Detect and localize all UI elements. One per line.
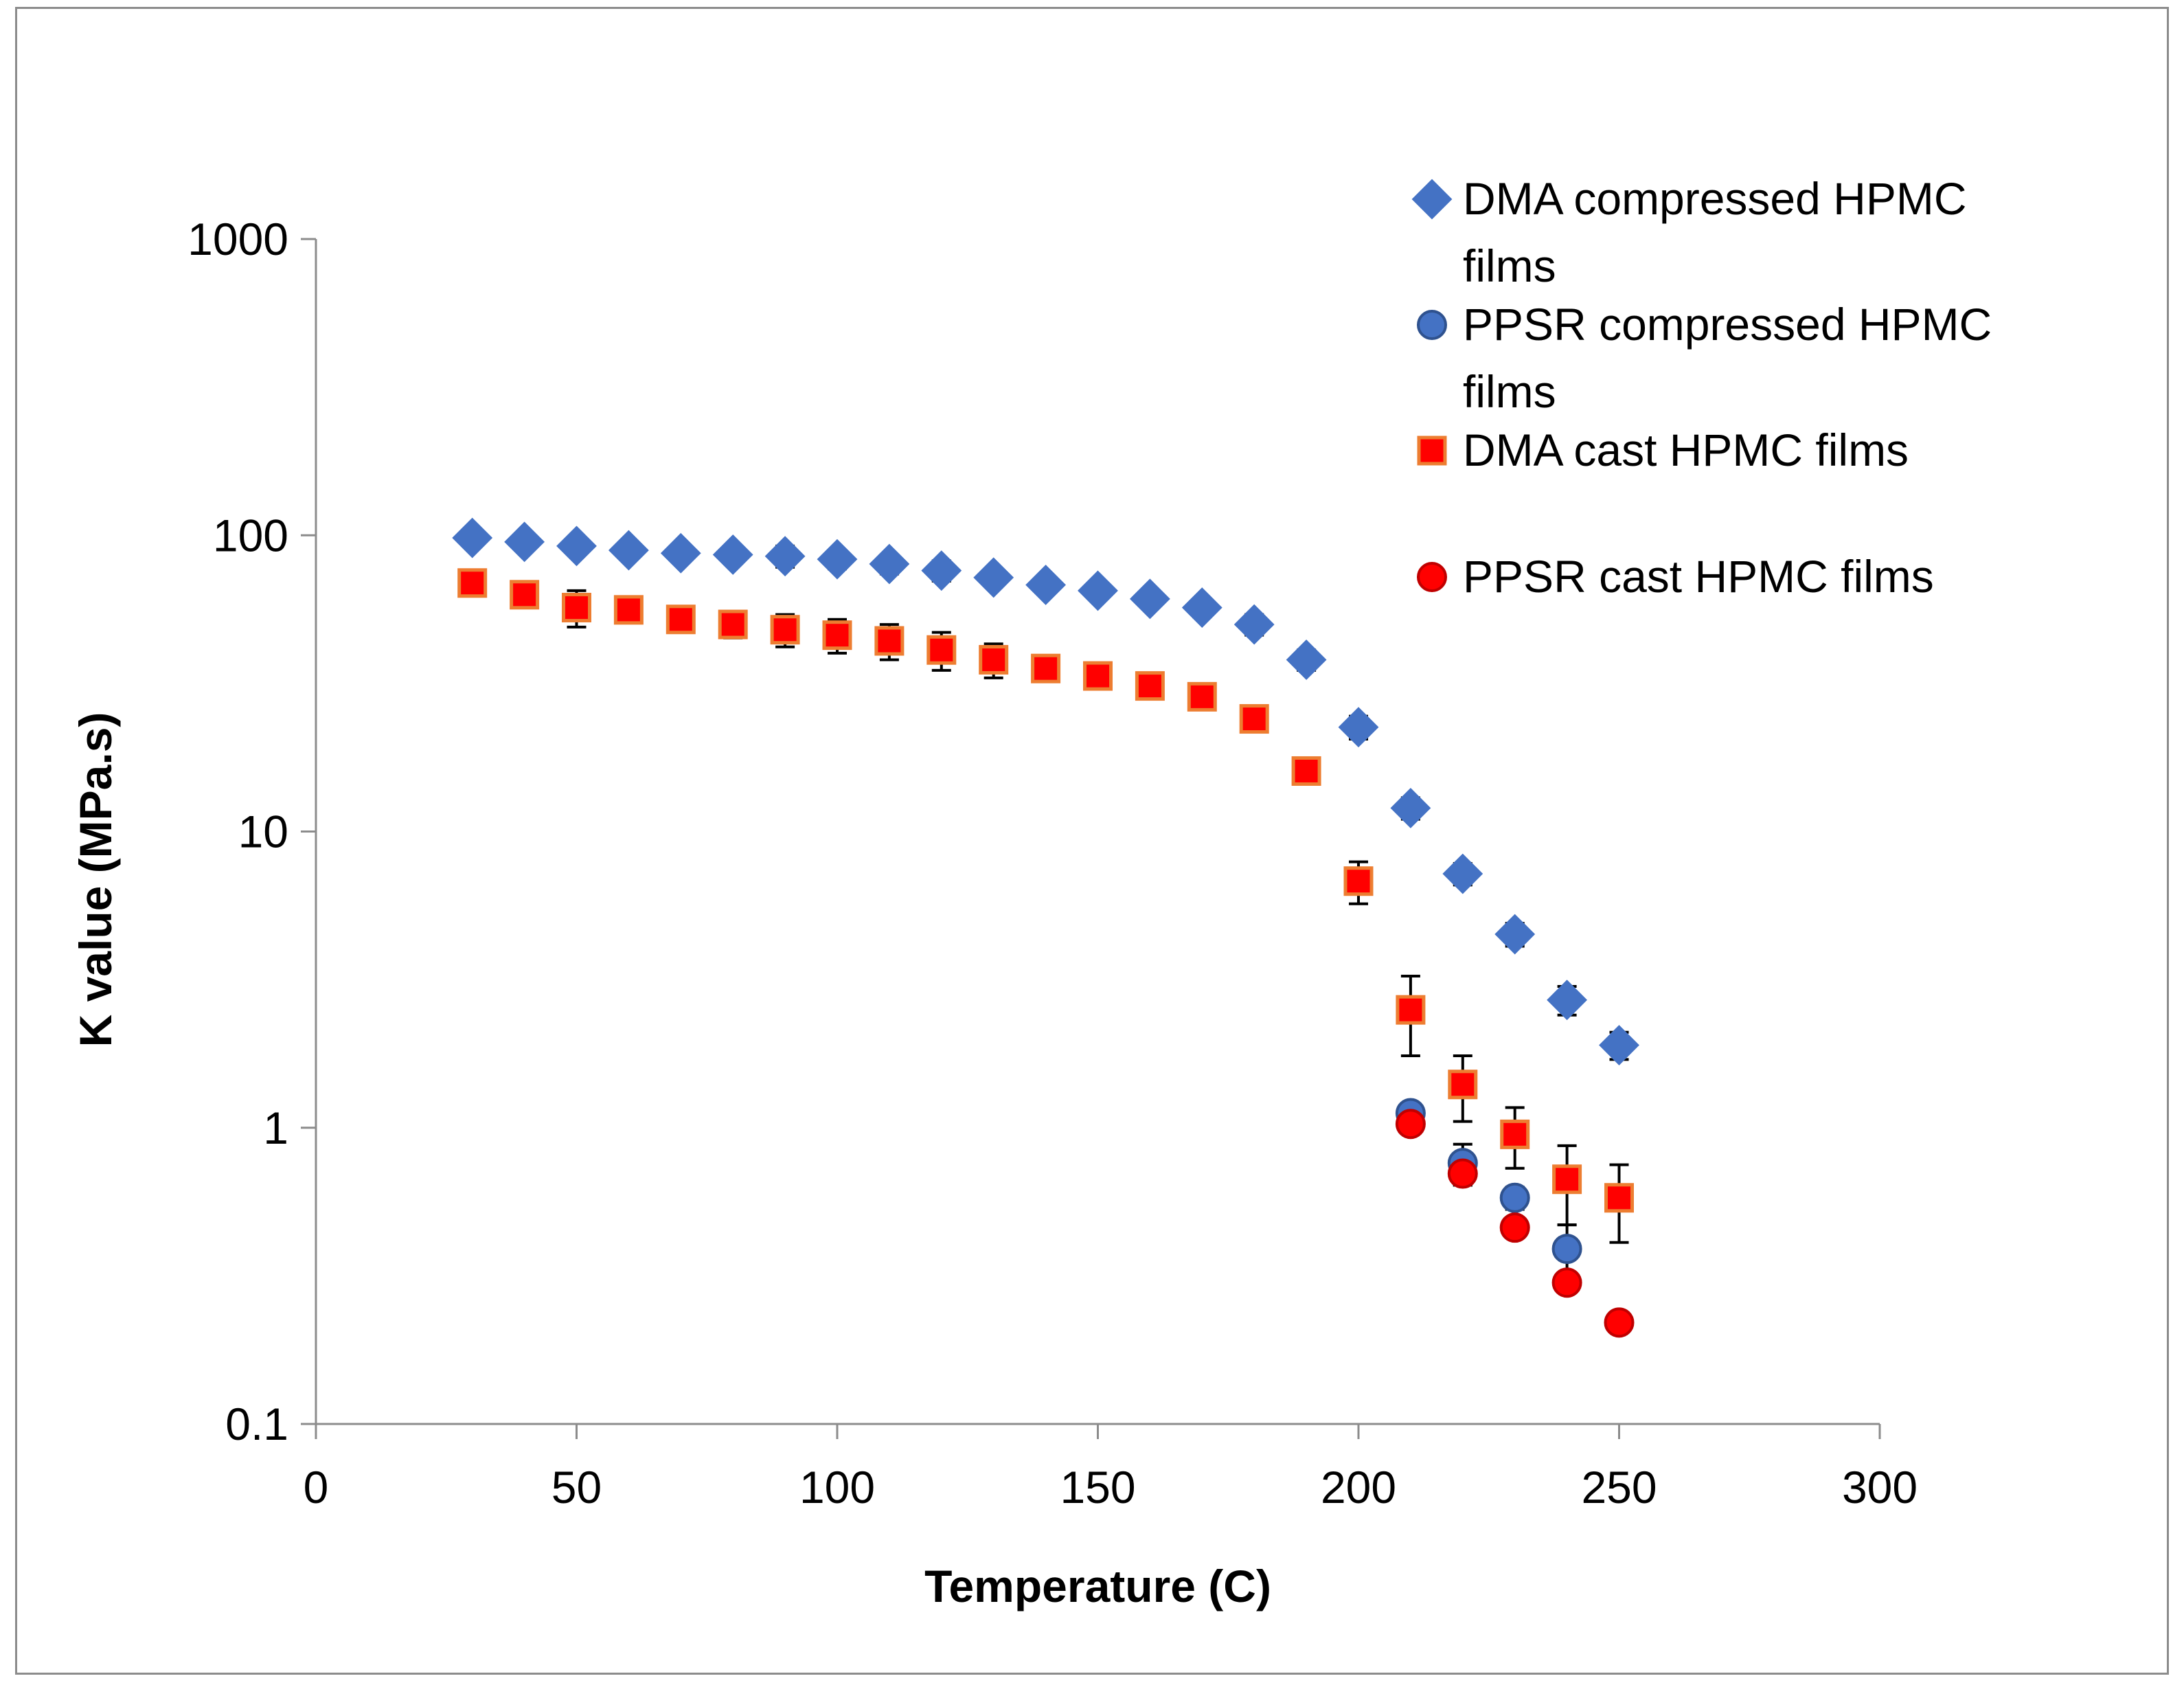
data-point-dma-cast-hpmc-films (666, 604, 696, 635)
data-point-dma-cast-hpmc-films (613, 595, 644, 625)
data-point-dma-cast-hpmc-films (770, 615, 800, 645)
data-point-dma-cast-hpmc-films (1291, 756, 1321, 786)
data-point-dma-compressed-hpmc-films (973, 557, 1014, 598)
legend-item-dma-compressed-hpmc-films: DMA compressed HPMC films (1411, 173, 1967, 291)
data-point-ppsr-cast-hpmc-films (1395, 1109, 1426, 1140)
legend-label: DMA cast HPMC films (1463, 425, 1909, 475)
chart-frame (15, 7, 2169, 1675)
data-point-dma-cast-hpmc-films (1135, 671, 1165, 701)
data-point-dma-compressed-hpmc-films (764, 536, 806, 577)
data-point-dma-cast-hpmc-films (1031, 653, 1061, 683)
data-point-dma-cast-hpmc-films (926, 635, 957, 665)
data-point-dma-compressed-hpmc-films (608, 530, 649, 571)
legend-marker (1417, 310, 1447, 340)
data-point-dma-compressed-hpmc-films (712, 534, 753, 575)
data-point-dma-compressed-hpmc-films (556, 525, 597, 567)
data-point-dma-compressed-hpmc-films (1390, 787, 1431, 828)
data-markers (452, 517, 1639, 1338)
x-tick-label: 50 (551, 1462, 602, 1513)
data-point-dma-compressed-hpmc-films (1233, 604, 1275, 645)
data-point-dma-compressed-hpmc-films (1025, 565, 1067, 605)
legend-label: films (1463, 240, 1556, 291)
x-tick-label: 200 (1321, 1462, 1396, 1513)
data-point-dma-cast-hpmc-films (1187, 681, 1217, 712)
legend-label: films (1463, 366, 1556, 417)
data-point-dma-compressed-hpmc-films (660, 532, 701, 574)
legend-label: PPSR cast HPMC films (1463, 551, 1934, 602)
legend-marker (1417, 436, 1447, 466)
data-point-dma-cast-hpmc-films (457, 568, 488, 598)
data-point-dma-compressed-hpmc-films (869, 543, 910, 585)
data-point-dma-cast-hpmc-films (874, 626, 905, 656)
data-point-dma-compressed-hpmc-films (1286, 640, 1327, 680)
data-point-ppsr-cast-hpmc-films (1551, 1267, 1582, 1298)
data-point-dma-compressed-hpmc-films (817, 539, 858, 580)
data-point-dma-cast-hpmc-films (979, 644, 1009, 675)
legend-marker (1411, 179, 1453, 220)
data-point-dma-cast-hpmc-films (1343, 866, 1374, 896)
data-point-dma-cast-hpmc-films (1239, 704, 1269, 734)
y-tick-label: 0.1 (225, 1399, 288, 1449)
data-point-ppsr-cast-hpmc-films (1604, 1307, 1635, 1338)
data-point-ppsr-cast-hpmc-films (1499, 1212, 1530, 1243)
data-point-dma-cast-hpmc-films (1083, 661, 1113, 691)
data-point-ppsr-cast-hpmc-films (1447, 1158, 1478, 1189)
legend-item-dma-cast-hpmc-films: DMA cast HPMC films (1417, 425, 1909, 475)
data-point-dma-compressed-hpmc-films (1129, 578, 1170, 620)
data-point-ppsr-compressed-hpmc-films (1551, 1234, 1582, 1265)
legend-label: PPSR compressed HPMC (1463, 299, 1992, 350)
data-point-dma-compressed-hpmc-films (1494, 914, 1536, 955)
data-point-dma-compressed-hpmc-films (452, 517, 493, 558)
axes (315, 239, 1880, 1425)
x-tick-label: 150 (1060, 1462, 1135, 1513)
data-point-dma-cast-hpmc-films (562, 593, 591, 623)
data-point-dma-cast-hpmc-films (1396, 995, 1426, 1025)
data-point-ppsr-compressed-hpmc-films (1499, 1182, 1530, 1213)
legend-item-ppsr-cast-hpmc-films: PPSR cast HPMC films (1417, 551, 1934, 602)
x-axis-title: Temperature (C) (924, 1561, 1271, 1612)
y-tick-label: 1 (263, 1102, 288, 1153)
y-ticks: 0.1 1 10 100 1000 (187, 214, 316, 1449)
data-point-dma-cast-hpmc-films (822, 620, 852, 651)
y-tick-label: 100 (213, 510, 288, 561)
x-tick-label: 0 (304, 1462, 329, 1513)
legend-marker (1417, 562, 1447, 592)
y-tick-label: 10 (238, 806, 288, 857)
data-point-dma-compressed-hpmc-films (1599, 1025, 1639, 1065)
data-point-dma-cast-hpmc-films (1552, 1164, 1582, 1195)
data-point-dma-compressed-hpmc-films (1547, 980, 1588, 1021)
data-point-dma-cast-hpmc-films (718, 609, 748, 640)
data-point-dma-compressed-hpmc-films (1181, 587, 1222, 628)
legend-item-ppsr-compressed-hpmc-films: PPSR compressed HPMC films (1417, 299, 1992, 417)
data-point-dma-cast-hpmc-films (1448, 1070, 1478, 1100)
data-point-dma-cast-hpmc-films (1500, 1119, 1530, 1149)
y-axis-title: K value (MPa.s) (70, 712, 121, 1048)
data-point-dma-compressed-hpmc-films (1338, 707, 1379, 748)
x-tick-label: 100 (799, 1462, 875, 1513)
x-tick-label: 300 (1842, 1462, 1918, 1513)
data-point-dma-compressed-hpmc-films (1078, 570, 1118, 611)
data-point-dma-cast-hpmc-films (1604, 1183, 1634, 1213)
data-point-dma-compressed-hpmc-films (1442, 853, 1483, 894)
y-tick-label: 1000 (187, 214, 288, 264)
data-point-dma-cast-hpmc-films (510, 580, 540, 610)
data-point-dma-compressed-hpmc-films (504, 521, 545, 563)
legend-label: DMA compressed HPMC (1463, 173, 1967, 224)
data-point-dma-compressed-hpmc-films (921, 550, 962, 591)
x-tick-label: 250 (1581, 1462, 1657, 1513)
x-ticks: 0 50 100 150 200 250 300 (304, 1424, 1918, 1513)
